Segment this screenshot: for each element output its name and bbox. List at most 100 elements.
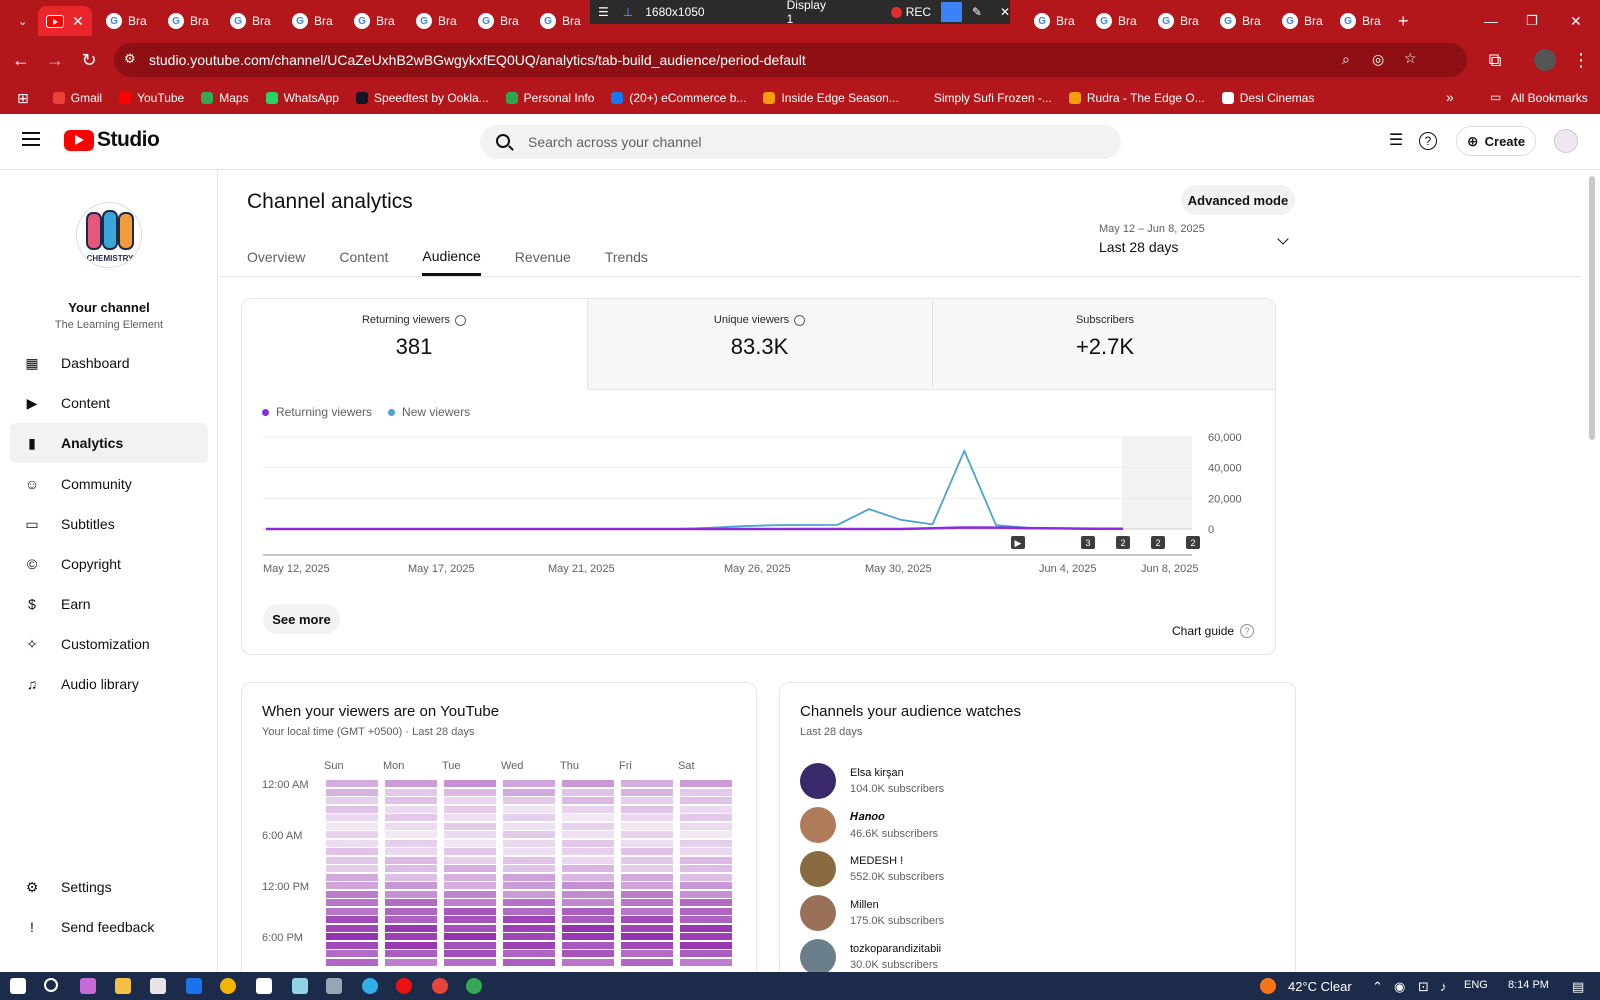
extensions-icon[interactable]: ⧉ bbox=[1488, 50, 1502, 70]
volume-icon[interactable]: ♪ bbox=[1440, 979, 1447, 994]
channel-list-item[interactable]: Millen 175.0K subscribers bbox=[800, 893, 944, 933]
bookmark-item[interactable]: (20+) eCommerce b... bbox=[611, 91, 746, 105]
camera-icon[interactable] bbox=[941, 2, 962, 22]
close-window-icon[interactable]: ✕ bbox=[1570, 12, 1582, 29]
browser-tab[interactable]: G Bra bbox=[106, 6, 147, 36]
edge-icon[interactable] bbox=[362, 978, 378, 994]
chevron-up-icon[interactable]: ⌃ bbox=[1372, 979, 1383, 994]
channel-list-item[interactable]: tozkoparandizitabii 30.0K subscribers bbox=[800, 937, 941, 977]
sidebar-item-copyright[interactable]: © Copyright bbox=[10, 544, 208, 584]
see-more-button[interactable]: See more bbox=[263, 604, 340, 634]
search-icon[interactable] bbox=[44, 978, 58, 992]
page-scrollbar[interactable] bbox=[1589, 176, 1595, 440]
studio-logo[interactable]: Studio bbox=[64, 128, 160, 152]
bookmark-star-icon[interactable]: ☆ bbox=[1404, 50, 1417, 66]
profile-avatar[interactable] bbox=[1534, 49, 1556, 71]
advanced-mode-button[interactable]: Advanced mode bbox=[1181, 185, 1295, 215]
sidebar-item-content[interactable]: ▶ Content bbox=[10, 383, 208, 423]
metric-unique-viewers[interactable]: Unique viewers 83.3K bbox=[587, 299, 931, 390]
zoom-icon[interactable]: ⌕ bbox=[1342, 51, 1350, 67]
apps-grid-icon[interactable]: ⊞ bbox=[17, 89, 29, 106]
network-icon[interactable]: ⊡ bbox=[1418, 979, 1429, 994]
maximize-icon[interactable]: ❐ bbox=[1526, 13, 1538, 28]
bookmark-item[interactable]: WhatsApp bbox=[265, 91, 339, 105]
browser-tab[interactable]: G Bra bbox=[1220, 6, 1261, 36]
sidebar-item-community[interactable]: ☺ Community bbox=[10, 464, 208, 504]
bookmark-item[interactable]: Inside Edge Season... bbox=[763, 91, 899, 105]
channel-list-item[interactable]: Elsa kirşan 104.0K subscribers bbox=[800, 761, 944, 801]
tray-app-icon[interactable]: ◉ bbox=[1394, 979, 1406, 994]
bookmark-item[interactable]: Maps bbox=[201, 91, 249, 105]
pin-icon[interactable]: ⊥ bbox=[622, 5, 634, 19]
close-tab-icon[interactable]: ✕ bbox=[72, 12, 84, 29]
sidebar-item-analytics[interactable]: ▮ Analytics bbox=[10, 423, 208, 463]
sidebar-item-settings[interactable]: ⚙ Settings bbox=[10, 867, 208, 907]
language-indicator[interactable]: ENG bbox=[1464, 979, 1488, 991]
chrome-window-icon[interactable] bbox=[432, 978, 448, 994]
file-explorer-icon[interactable] bbox=[115, 978, 131, 994]
snipping-icon[interactable] bbox=[292, 978, 308, 994]
viewers-line-chart[interactable]: 60,000 40,000 20,000 0 May 12, 2025 May 17, 2… bbox=[242, 429, 1276, 629]
channel-list-item[interactable]: MEDESH ! 552.0K subscribers bbox=[800, 849, 944, 889]
create-button[interactable]: ⊕ Create bbox=[1456, 126, 1536, 156]
weather-icon[interactable] bbox=[1260, 978, 1276, 994]
browser-menu-icon[interactable]: ⋮ bbox=[1572, 50, 1590, 70]
calculator-icon[interactable] bbox=[326, 978, 342, 994]
bookmark-item[interactable]: Gmail bbox=[52, 91, 102, 105]
bookmark-item[interactable]: Rudra - The Edge O... bbox=[1068, 91, 1205, 105]
comments-icon[interactable]: ☰ bbox=[1388, 132, 1404, 149]
tab-overview[interactable]: Overview bbox=[247, 249, 306, 265]
sidebar-item-audio-library[interactable]: ♫ Audio library bbox=[10, 664, 208, 704]
browser-tab[interactable]: G Bra bbox=[1158, 6, 1199, 36]
url-input[interactable]: ⚙ studio.youtube.com/channel/UCaZeUxhB2w… bbox=[114, 43, 1467, 77]
close-recorder-icon[interactable]: ✕ bbox=[999, 5, 1010, 19]
reload-icon[interactable]: ↻ bbox=[81, 50, 97, 70]
site-info-icon[interactable]: ⚙ bbox=[124, 51, 136, 66]
copilot-icon[interactable] bbox=[80, 978, 96, 994]
browser-tab[interactable]: G Bra bbox=[354, 6, 395, 36]
browser-tab[interactable]: G Bra bbox=[540, 6, 581, 36]
store-icon[interactable] bbox=[150, 978, 166, 994]
browser-tab[interactable]: G Bra bbox=[168, 6, 209, 36]
tab-content[interactable]: Content bbox=[339, 249, 389, 265]
hamburger-menu-icon[interactable] bbox=[22, 132, 40, 146]
search-input[interactable]: Search across your channel bbox=[480, 125, 1121, 159]
minimize-icon[interactable]: — bbox=[1484, 13, 1498, 29]
browser-tab[interactable]: G Bra bbox=[478, 6, 519, 36]
help-icon[interactable]: ? bbox=[1419, 132, 1437, 150]
eye-off-icon[interactable]: ◎ bbox=[1372, 51, 1385, 67]
metric-subscribers[interactable]: Subscribers +2.7K bbox=[932, 299, 1275, 390]
browser-tab[interactable]: G Bra bbox=[1282, 6, 1323, 36]
bookmark-item[interactable]: Speedtest by Ookla... bbox=[355, 91, 489, 105]
browser-tab[interactable]: G Bra bbox=[1340, 6, 1381, 36]
tab-trends[interactable]: Trends bbox=[604, 249, 648, 265]
sidebar-item-dashboard[interactable]: ▦ Dashboard bbox=[10, 343, 208, 383]
browser-tab[interactable]: G Bra bbox=[230, 6, 271, 36]
new-tab-icon[interactable]: + bbox=[1398, 10, 1409, 31]
chrome-icon[interactable] bbox=[220, 978, 236, 994]
tab-revenue[interactable]: Revenue bbox=[514, 249, 571, 265]
channel-avatar[interactable]: CHEMISTRY bbox=[76, 202, 142, 268]
account-avatar[interactable] bbox=[1554, 129, 1578, 153]
outlook-icon[interactable] bbox=[186, 978, 202, 994]
tab-audience[interactable]: Audience bbox=[422, 238, 481, 276]
windows-start-icon[interactable] bbox=[10, 978, 26, 994]
bookmark-item[interactable]: YouTube bbox=[119, 91, 184, 105]
all-bookmarks-link[interactable]: All Bookmarks bbox=[1511, 91, 1588, 105]
clock-text[interactable]: 8:14 PM bbox=[1508, 979, 1549, 991]
browser-tab[interactable]: G Bra bbox=[1096, 6, 1137, 36]
back-icon[interactable]: ← bbox=[12, 50, 30, 70]
metric-returning-viewers[interactable]: Returning viewers 381 bbox=[242, 299, 586, 390]
sidebar-item-earn[interactable]: $ Earn bbox=[10, 584, 208, 624]
sidebar-item-customization[interactable]: ✧ Customization bbox=[10, 624, 208, 664]
bookmark-item[interactable]: Desi Cinemas bbox=[1221, 91, 1314, 105]
chrome-profile-icon[interactable] bbox=[466, 978, 482, 994]
browser-tab-active[interactable]: ✕ bbox=[38, 6, 92, 36]
sidebar-item-send-feedback[interactable]: ! Send feedback bbox=[10, 907, 208, 947]
recorder-app-icon[interactable] bbox=[396, 978, 412, 994]
weather-text[interactable]: 42°C Clear bbox=[1288, 979, 1352, 994]
sidebar-item-subtitles[interactable]: ▭ Subtitles bbox=[10, 504, 208, 544]
pencil-icon[interactable]: ✎ bbox=[971, 5, 982, 19]
bookmark-item[interactable]: Personal Info bbox=[505, 91, 594, 105]
chart-guide-link[interactable]: Chart guide ? bbox=[1172, 624, 1255, 638]
